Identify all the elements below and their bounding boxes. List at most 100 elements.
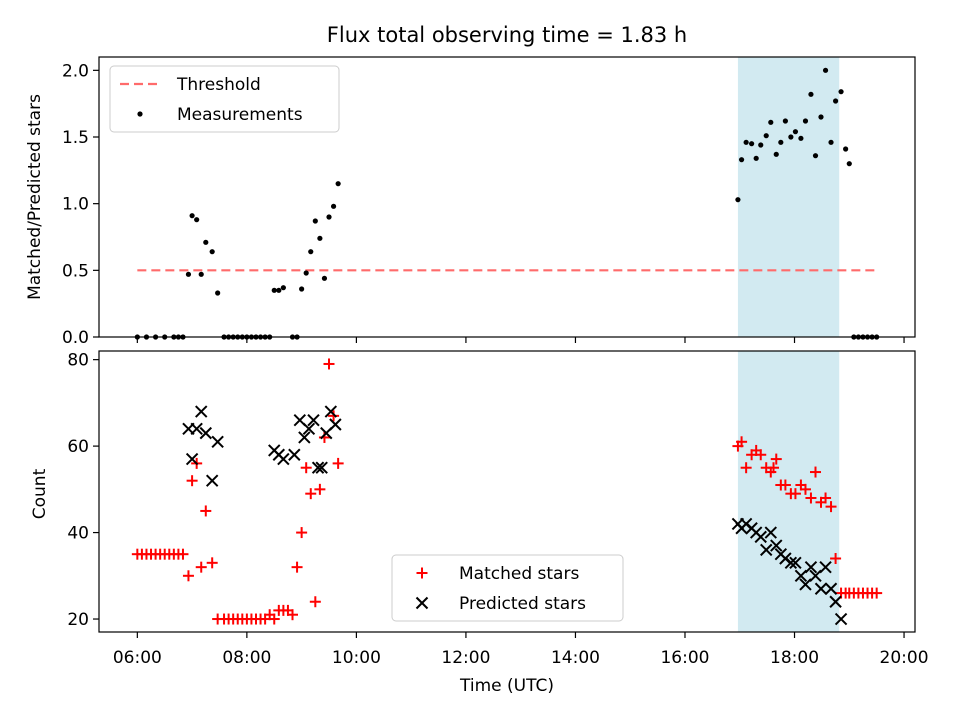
predicted-stars-point (814, 582, 828, 595)
predicted-stars-point (799, 578, 812, 591)
measurements-point (735, 197, 741, 203)
measurements-point (738, 157, 745, 163)
measurements-point (792, 129, 799, 135)
measurements-point (215, 290, 221, 296)
matched-stars-point (200, 505, 212, 517)
measurements-point (189, 213, 195, 219)
matched-stars-point (825, 501, 837, 513)
y-tick-label: 80 (67, 351, 89, 371)
legend-label-measurements: Measurements (177, 105, 303, 125)
measurements-point (778, 139, 784, 145)
x-tick-label: 16:00 (660, 648, 709, 668)
matched-stars-point (830, 553, 842, 565)
matched-stars-point (810, 466, 822, 478)
measurements-point (198, 271, 204, 277)
measurements-point (846, 161, 852, 167)
predicted-stars-point-b (754, 530, 767, 544)
predicted-stars-point-b (819, 560, 832, 574)
predicted-stars-point (819, 560, 832, 574)
predicted-stars-point-b (804, 560, 818, 574)
measurements-point (194, 217, 200, 223)
predicted-stars-point-b (814, 582, 828, 595)
predicted-stars-point (195, 405, 208, 418)
predicted-stars-point-b (311, 461, 325, 474)
matched-stars-point (770, 453, 782, 465)
predicted-stars-point (185, 452, 199, 466)
measurements-point (280, 285, 286, 291)
predicted-stars-point-b (288, 448, 301, 461)
legend-swatch-measurements (137, 111, 143, 117)
predicted-stars-point-b (199, 426, 212, 440)
predicted-stars-point-b (298, 431, 311, 444)
legend-box (391, 554, 624, 622)
predicted-stars-point (205, 474, 219, 487)
matched-stars-point (755, 449, 767, 461)
matched-stars-point (300, 462, 312, 474)
predicted-stars-point (311, 461, 325, 474)
measurements-point (203, 239, 209, 245)
measurements-point (773, 151, 779, 157)
x-axis: 06:00 08:00 10:00 12:00 14:00 16:00 18:00 20:00 (113, 648, 929, 668)
predicted-stars-point-b (770, 539, 783, 552)
matched-stars-point (291, 561, 303, 573)
measurements-point (335, 181, 341, 187)
legend-swatch-predicted-stars-b (415, 596, 429, 610)
measurements-point (838, 89, 844, 95)
y-tick-label: 0.5 (62, 261, 89, 281)
predicted-stars-point-b (789, 556, 802, 570)
predicted-stars-point-b (324, 405, 338, 418)
predicted-stars-point (329, 418, 342, 431)
matched-stars-point (323, 358, 335, 370)
predicted-stars-point-b (185, 452, 199, 466)
y-axis-label-ratio: Matched/Predicted stars (25, 94, 45, 300)
measurements-point (326, 214, 332, 220)
predicted-stars-point-b (302, 422, 316, 436)
predicted-stars-point (764, 526, 777, 539)
y-tick-label: 40 (67, 524, 89, 544)
x-tick-label: 10:00 (332, 648, 381, 668)
predicted-stars-point-b (205, 474, 219, 487)
matched-stars-point (195, 561, 207, 573)
legend: Matched stars Predicted stars (391, 554, 624, 622)
x-axis-label: Time (UTC) (459, 676, 554, 696)
measurements-point (763, 133, 769, 139)
measurements-point (828, 139, 834, 145)
y-tick-label: 1.0 (62, 195, 89, 215)
predicted-stars-point (211, 435, 224, 448)
predicted-stars-point (307, 413, 320, 427)
predicted-stars-point (302, 422, 316, 436)
measurements-point (276, 287, 282, 293)
measurements-point (798, 135, 804, 141)
measurements-point (308, 249, 314, 255)
predicted-stars-point (809, 569, 822, 583)
predicted-stars-point-b (329, 418, 342, 431)
predicted-stars-point (829, 595, 842, 608)
predicted-stars-point (315, 461, 328, 474)
chart-title: Flux total observing time = 1.83 h (327, 23, 687, 47)
measurements-point (330, 203, 337, 209)
matched-stars-point (182, 570, 194, 582)
predicted-stars-point-b (834, 612, 848, 626)
measurements-point (768, 119, 774, 125)
y-tick-label: 1.5 (62, 128, 89, 148)
legend-label-matched-stars: Matched stars (459, 564, 579, 584)
matched-stars-point (268, 613, 280, 625)
predicted-stars-point (288, 448, 301, 461)
matched-stars-point (309, 596, 321, 608)
predicted-stars-point-b (211, 435, 224, 448)
y-axis-label-count: Count (30, 468, 50, 519)
predicted-stars-point (770, 539, 783, 552)
x-tick-label: 14:00 (551, 648, 600, 668)
measurements-point (753, 155, 759, 161)
matched-stars-point (314, 483, 326, 495)
predicted-stars-point-b (307, 413, 320, 427)
top-panel: 0.0 0.5 1.0 1.5 2.0 Threshold Measurements (62, 56, 916, 348)
predicted-stars-point-b (809, 569, 822, 583)
legend: Threshold Measurements (109, 65, 340, 133)
predicted-stars-point (760, 543, 773, 557)
x-tick-label: 06:00 (113, 648, 162, 668)
predicted-stars-point (190, 422, 203, 436)
legend-label-threshold: Threshold (176, 75, 261, 95)
measurements-point (299, 286, 305, 292)
predicted-stars-point-b (794, 569, 808, 583)
